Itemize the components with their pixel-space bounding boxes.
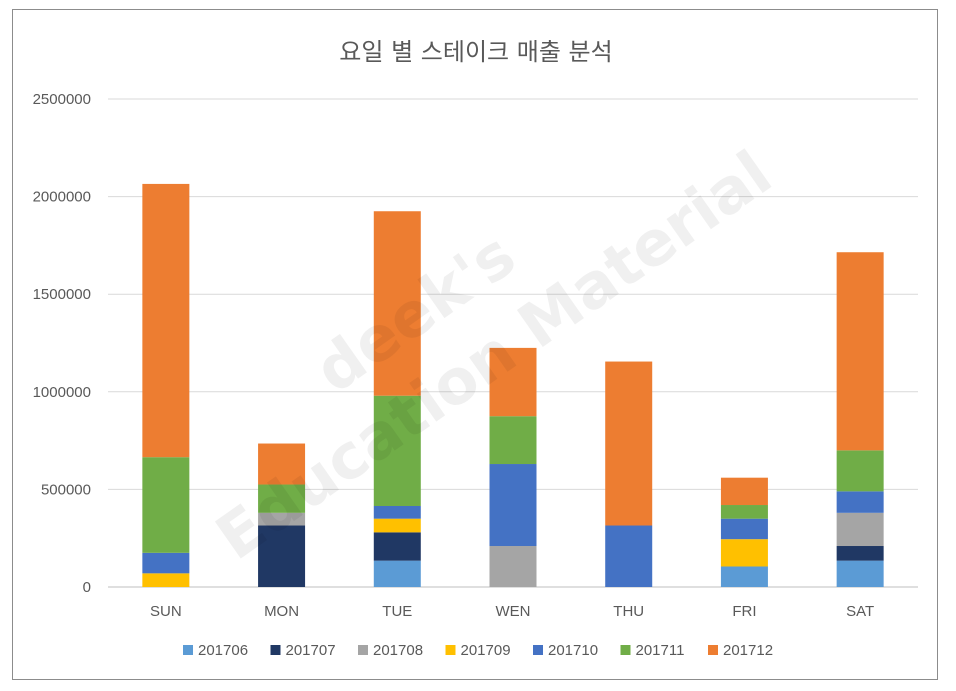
bar-segment <box>489 546 537 587</box>
bar-segment <box>836 512 884 547</box>
bar-segment <box>373 518 421 533</box>
y-axis-ticks: 0 500000 1000000 1500000 2000000 2500000 <box>33 91 91 596</box>
bar-segment <box>720 566 768 587</box>
legend-swatch <box>270 645 281 655</box>
legend-swatch <box>445 645 456 655</box>
y-tick-label: 2500000 <box>33 91 91 108</box>
legend: 201706 201707 201708 201709 201710 201711 2017… <box>183 642 773 659</box>
bar-segment <box>142 183 190 458</box>
bar-segment <box>836 560 884 587</box>
bar-segment <box>258 484 306 513</box>
y-tick-label: 2000000 <box>33 189 91 206</box>
legend-label: 201707 <box>286 642 336 659</box>
legend-label: 201711 <box>636 642 685 659</box>
bar-segment <box>489 464 537 547</box>
x-tick-label: WEN <box>496 603 531 620</box>
bar-segment <box>142 573 190 587</box>
legend-label: 201710 <box>548 642 598 659</box>
y-tick-label: 1500000 <box>33 286 91 303</box>
bar-segment <box>836 450 884 492</box>
bar-segment <box>489 347 537 417</box>
bar-segment <box>605 361 653 526</box>
bar-segment <box>720 477 768 506</box>
legend-label: 201709 <box>461 642 511 659</box>
bar-segment <box>489 416 537 465</box>
bar-segment <box>720 505 768 519</box>
bar-segment <box>373 532 421 561</box>
chart: 요일 별 스테이크 매출 분석 0 500000 1000000 1500000 200… <box>33 38 918 659</box>
bar-segment <box>142 457 190 553</box>
bar-segment <box>605 525 653 587</box>
x-tick-label: TUE <box>382 603 412 620</box>
legend-label: 201712 <box>723 642 773 659</box>
bar-segment <box>373 505 421 519</box>
bar-segment <box>836 546 884 561</box>
y-tick-label: 500000 <box>41 481 91 498</box>
x-axis-labels: SUN MON TUE WEN THU FRI SAT <box>150 603 874 620</box>
chart-frame: 요일 별 스테이크 매출 분석 0 500000 1000000 1500000 200… <box>12 9 938 680</box>
bar-segment <box>258 443 306 485</box>
legend-swatch <box>620 645 631 655</box>
x-tick-label: FRI <box>732 603 756 620</box>
bars <box>142 183 884 587</box>
bar-segment <box>836 252 884 451</box>
bar-segment <box>373 211 421 396</box>
legend-label: 201706 <box>198 642 248 659</box>
bar-segment <box>720 539 768 567</box>
watermark: deek's Education Material <box>203 136 785 574</box>
y-tick-label: 1000000 <box>33 384 91 401</box>
x-tick-label: SAT <box>846 603 874 620</box>
legend-swatch <box>183 645 193 655</box>
x-tick-label: THU <box>613 603 644 620</box>
chart-title: 요일 별 스테이크 매출 분석 <box>339 38 612 66</box>
x-tick-label: SUN <box>150 603 182 620</box>
bar-segment <box>836 491 884 513</box>
bar-segment <box>373 395 421 506</box>
x-tick-label: MON <box>264 603 299 620</box>
bar-segment <box>142 552 190 574</box>
bar-segment <box>373 560 421 587</box>
legend-swatch <box>533 645 543 655</box>
bar-segment <box>258 525 306 587</box>
legend-label: 201708 <box>373 642 423 659</box>
legend-swatch <box>358 645 368 655</box>
y-tick-label: 0 <box>83 579 91 596</box>
legend-swatch <box>708 645 718 655</box>
bar-segment <box>258 512 306 526</box>
bar-segment <box>720 518 768 540</box>
